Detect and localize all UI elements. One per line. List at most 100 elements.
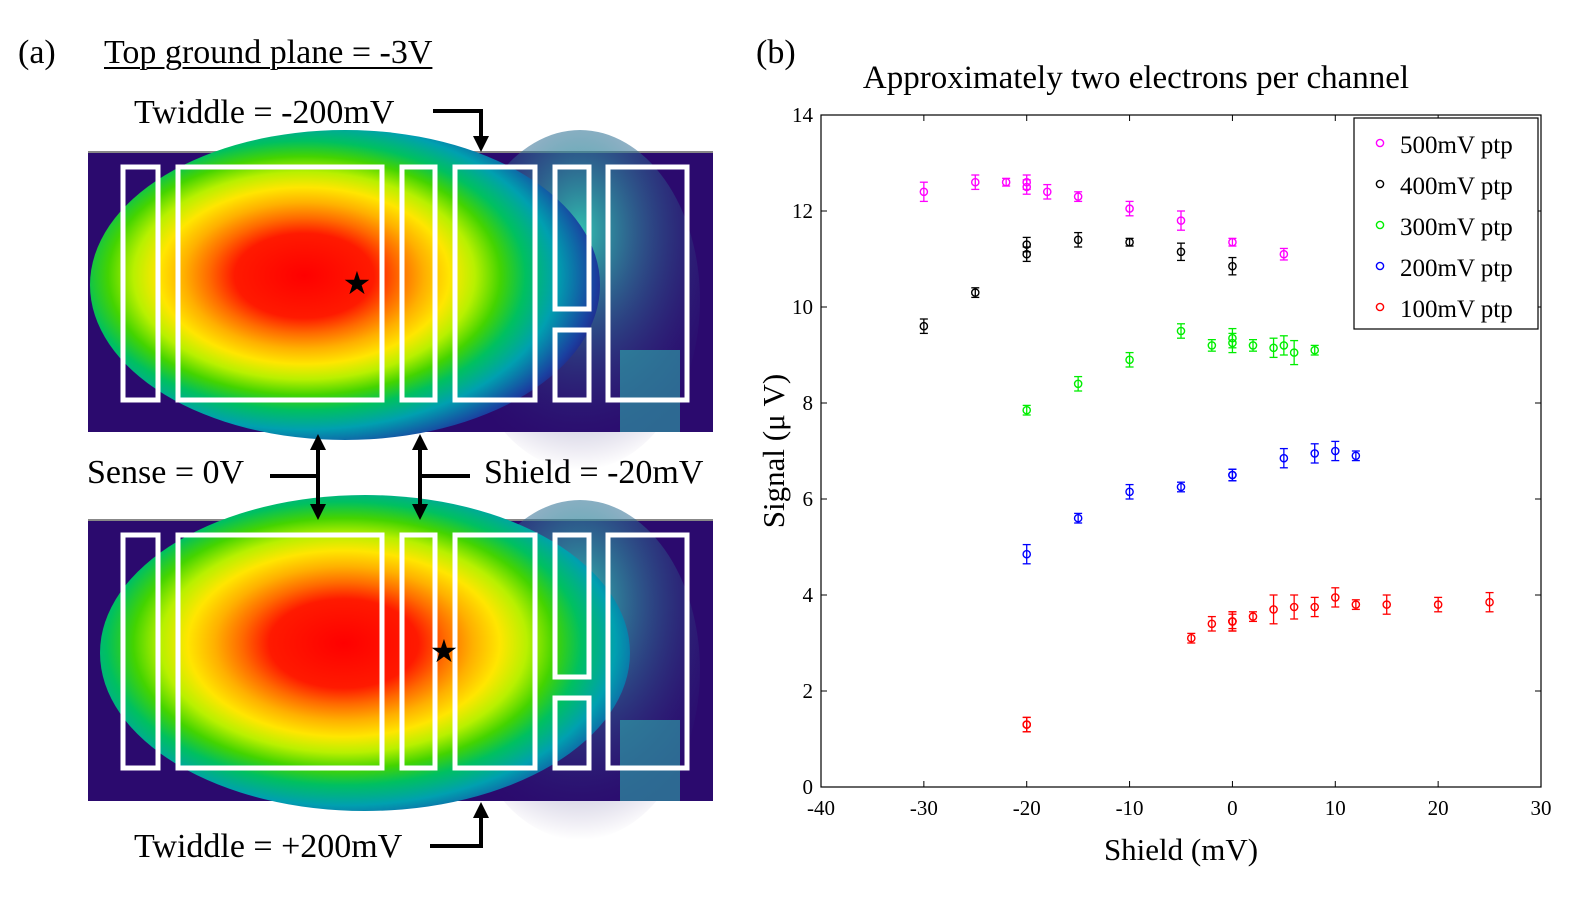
star-icon-bottom: ★ [430, 633, 459, 669]
data-point [1207, 619, 1217, 629]
data-point [919, 321, 929, 331]
arrow-heads [310, 136, 489, 818]
legend-marker [1375, 261, 1385, 271]
field-map-bottom: ★ [88, 495, 713, 840]
data-point [1125, 487, 1134, 497]
y-tick-label: 6 [803, 487, 814, 511]
data-point [1073, 513, 1083, 523]
plot-frame [820, 114, 1542, 788]
star-icon-top: ★ [343, 265, 372, 301]
data-point [1279, 341, 1289, 350]
data-point [1228, 338, 1237, 348]
data-point [1022, 549, 1032, 559]
y-tick-label: 0 [803, 775, 814, 799]
legend-label: 300mV ptp [1400, 214, 1513, 241]
data-point [1310, 345, 1320, 355]
twiddle-top-label: Twiddle = -200mV [134, 94, 395, 131]
series-4 [1022, 587, 1494, 733]
twiddle-bottom-label: Twiddle = +200mV [134, 828, 403, 865]
legend-marker [1375, 179, 1385, 189]
data-point [1022, 405, 1032, 415]
data-point [1022, 249, 1032, 259]
legend-box [1353, 117, 1539, 330]
series-3 [1022, 440, 1361, 565]
data-point [1001, 177, 1011, 187]
data-point [1433, 600, 1443, 609]
legend-label: 400mV ptp [1400, 173, 1513, 200]
data-point [1248, 341, 1258, 350]
data-point [1351, 451, 1361, 461]
data-point [1289, 348, 1299, 357]
data-point [1228, 237, 1237, 247]
y-tick-label: 10 [792, 295, 813, 319]
panel-b-label: (b) [756, 34, 796, 71]
data-point [1207, 341, 1217, 350]
x-tick-label: -10 [1116, 796, 1144, 820]
data-point [970, 288, 980, 297]
ground-plane-label: Top ground plane = -3V [104, 34, 433, 71]
data-point [1176, 326, 1186, 336]
y-tick-label: 4 [803, 583, 814, 607]
chart-title: Approximately two electrons per channel [863, 60, 1409, 96]
data-point [1279, 249, 1289, 259]
x-tick-label: 30 [1531, 796, 1552, 820]
legend-label: 200mV ptp [1400, 255, 1513, 282]
data-point [1073, 235, 1083, 245]
data-point [1382, 600, 1392, 609]
data-point [1125, 204, 1134, 213]
panel-a-label: (a) [18, 34, 56, 71]
data-point [1176, 247, 1186, 257]
legend-marker [1375, 138, 1385, 148]
data-point [1279, 453, 1289, 463]
x-axis-label: Shield (mV) [1104, 832, 1258, 867]
data-point [1176, 482, 1186, 492]
data-point [1186, 633, 1196, 643]
data-point [1351, 600, 1361, 609]
data-point [1228, 470, 1237, 480]
y-tick-label: 2 [803, 679, 814, 703]
x-tick-label: 0 [1227, 796, 1238, 820]
data-point [919, 187, 929, 197]
series-1 [919, 231, 1237, 335]
series-0 [919, 174, 1289, 261]
data-point [1176, 216, 1186, 225]
x-tick-label: -40 [807, 796, 835, 820]
sense-label: Sense = 0V [87, 454, 245, 491]
x-tick-label: 10 [1325, 796, 1346, 820]
legend-marker [1375, 302, 1385, 312]
legend-marker [1375, 220, 1385, 230]
data-point [1289, 602, 1299, 612]
data-point [1125, 237, 1134, 247]
data-point [1073, 192, 1083, 201]
data-point [970, 177, 980, 187]
y-tick-label: 8 [803, 391, 814, 415]
data-point [1228, 617, 1237, 626]
data-point [1042, 187, 1052, 197]
series-2 [1022, 323, 1320, 416]
data-point [1228, 261, 1237, 271]
data-point [1310, 602, 1320, 612]
legend-label: 500mV ptp [1400, 132, 1513, 159]
data-point [1022, 182, 1032, 192]
data-point [1248, 612, 1258, 621]
x-tick-label: 20 [1428, 796, 1449, 820]
annotation-arrows [270, 109, 483, 848]
data-point [1330, 446, 1340, 456]
x-tick-label: -30 [910, 796, 938, 820]
data-point [1310, 449, 1320, 458]
data-point [1022, 720, 1032, 729]
data-point [1073, 379, 1083, 389]
y-axis-label: Signal (μ V) [756, 374, 791, 528]
data-point [1485, 597, 1494, 607]
legend-label: 100mV ptp [1400, 296, 1513, 323]
field-map-top: ★ [88, 130, 713, 470]
y-tick-label: 12 [792, 199, 813, 223]
x-tick-label: -20 [1013, 796, 1041, 820]
data-point [1269, 343, 1278, 353]
y-tick-label: 14 [792, 103, 814, 127]
data-point [1269, 605, 1278, 614]
data-point [1125, 355, 1134, 365]
data-point [1330, 593, 1340, 602]
